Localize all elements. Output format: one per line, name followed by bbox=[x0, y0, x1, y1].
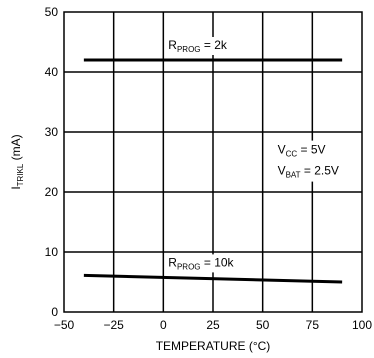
x-tick-label: 100 bbox=[352, 318, 372, 332]
annotation-vbat-main: V bbox=[278, 164, 286, 178]
condition-annotations: VCC = 5V VBAT = 2.5V bbox=[274, 140, 342, 182]
x-tick-label: 50 bbox=[256, 318, 270, 332]
series-label-10k-tail: = 10k bbox=[201, 255, 235, 269]
annotation-vcc-main: V bbox=[278, 143, 286, 157]
series-label-2k: RPROG = 2k bbox=[168, 38, 228, 54]
y-axis-label: ITRIKL (mA) bbox=[9, 134, 25, 189]
series-label-10k-sub: PROG bbox=[177, 262, 201, 271]
y-axis-label-main: I bbox=[9, 186, 23, 189]
x-axis-label: TEMPERATURE (°C) bbox=[156, 339, 271, 353]
y-tick-label: 40 bbox=[45, 65, 59, 79]
series-label-2k-background bbox=[166, 37, 230, 55]
x-tick-label: −25 bbox=[103, 318, 124, 332]
grid bbox=[64, 12, 362, 312]
y-tick-label: 20 bbox=[45, 185, 59, 199]
x-tick-labels: −50 −25 0 25 50 75 100 bbox=[54, 318, 373, 332]
y-tick-label: 30 bbox=[45, 125, 59, 139]
annotation-vbat: VBAT = 2.5V bbox=[278, 164, 339, 180]
y-axis-label-sub: TRIKL bbox=[16, 163, 25, 186]
series-line-1 bbox=[83, 273, 343, 284]
x-tick-label: 0 bbox=[160, 318, 167, 332]
condition-annotation-background bbox=[274, 140, 342, 182]
y-tick-label: 50 bbox=[45, 5, 59, 19]
annotation-vcc-sub: CC bbox=[286, 150, 298, 159]
x-tick-label: −50 bbox=[54, 318, 75, 332]
y-tick-label: 0 bbox=[51, 305, 58, 319]
series-labels: RPROG = 2k RPROG = 10k bbox=[166, 37, 237, 273]
annotation-vbat-sub: BAT bbox=[286, 171, 301, 180]
series-label-10k: RPROG = 10k bbox=[168, 255, 234, 271]
series-label-2k-tail: = 2k bbox=[201, 38, 228, 52]
series-group bbox=[83, 58, 343, 284]
annotation-vbat-tail: = 2.5V bbox=[301, 164, 339, 178]
series-label-10k-main: R bbox=[168, 255, 177, 269]
x-tick-label: 25 bbox=[206, 318, 220, 332]
series-label-10k-background bbox=[166, 254, 237, 273]
annotation-vcc-tail: = 5V bbox=[297, 143, 325, 157]
series-label-2k-sub: PROG bbox=[177, 45, 201, 54]
series-label-2k-main: R bbox=[168, 38, 177, 52]
y-tick-label: 10 bbox=[45, 245, 59, 259]
x-tick-label: 75 bbox=[306, 318, 320, 332]
annotation-vcc: VCC = 5V bbox=[278, 143, 326, 159]
y-axis-label-tail: (mA) bbox=[9, 134, 23, 163]
y-tick-labels: 0 10 20 30 40 50 bbox=[45, 5, 59, 319]
plot-frame bbox=[63, 11, 363, 313]
